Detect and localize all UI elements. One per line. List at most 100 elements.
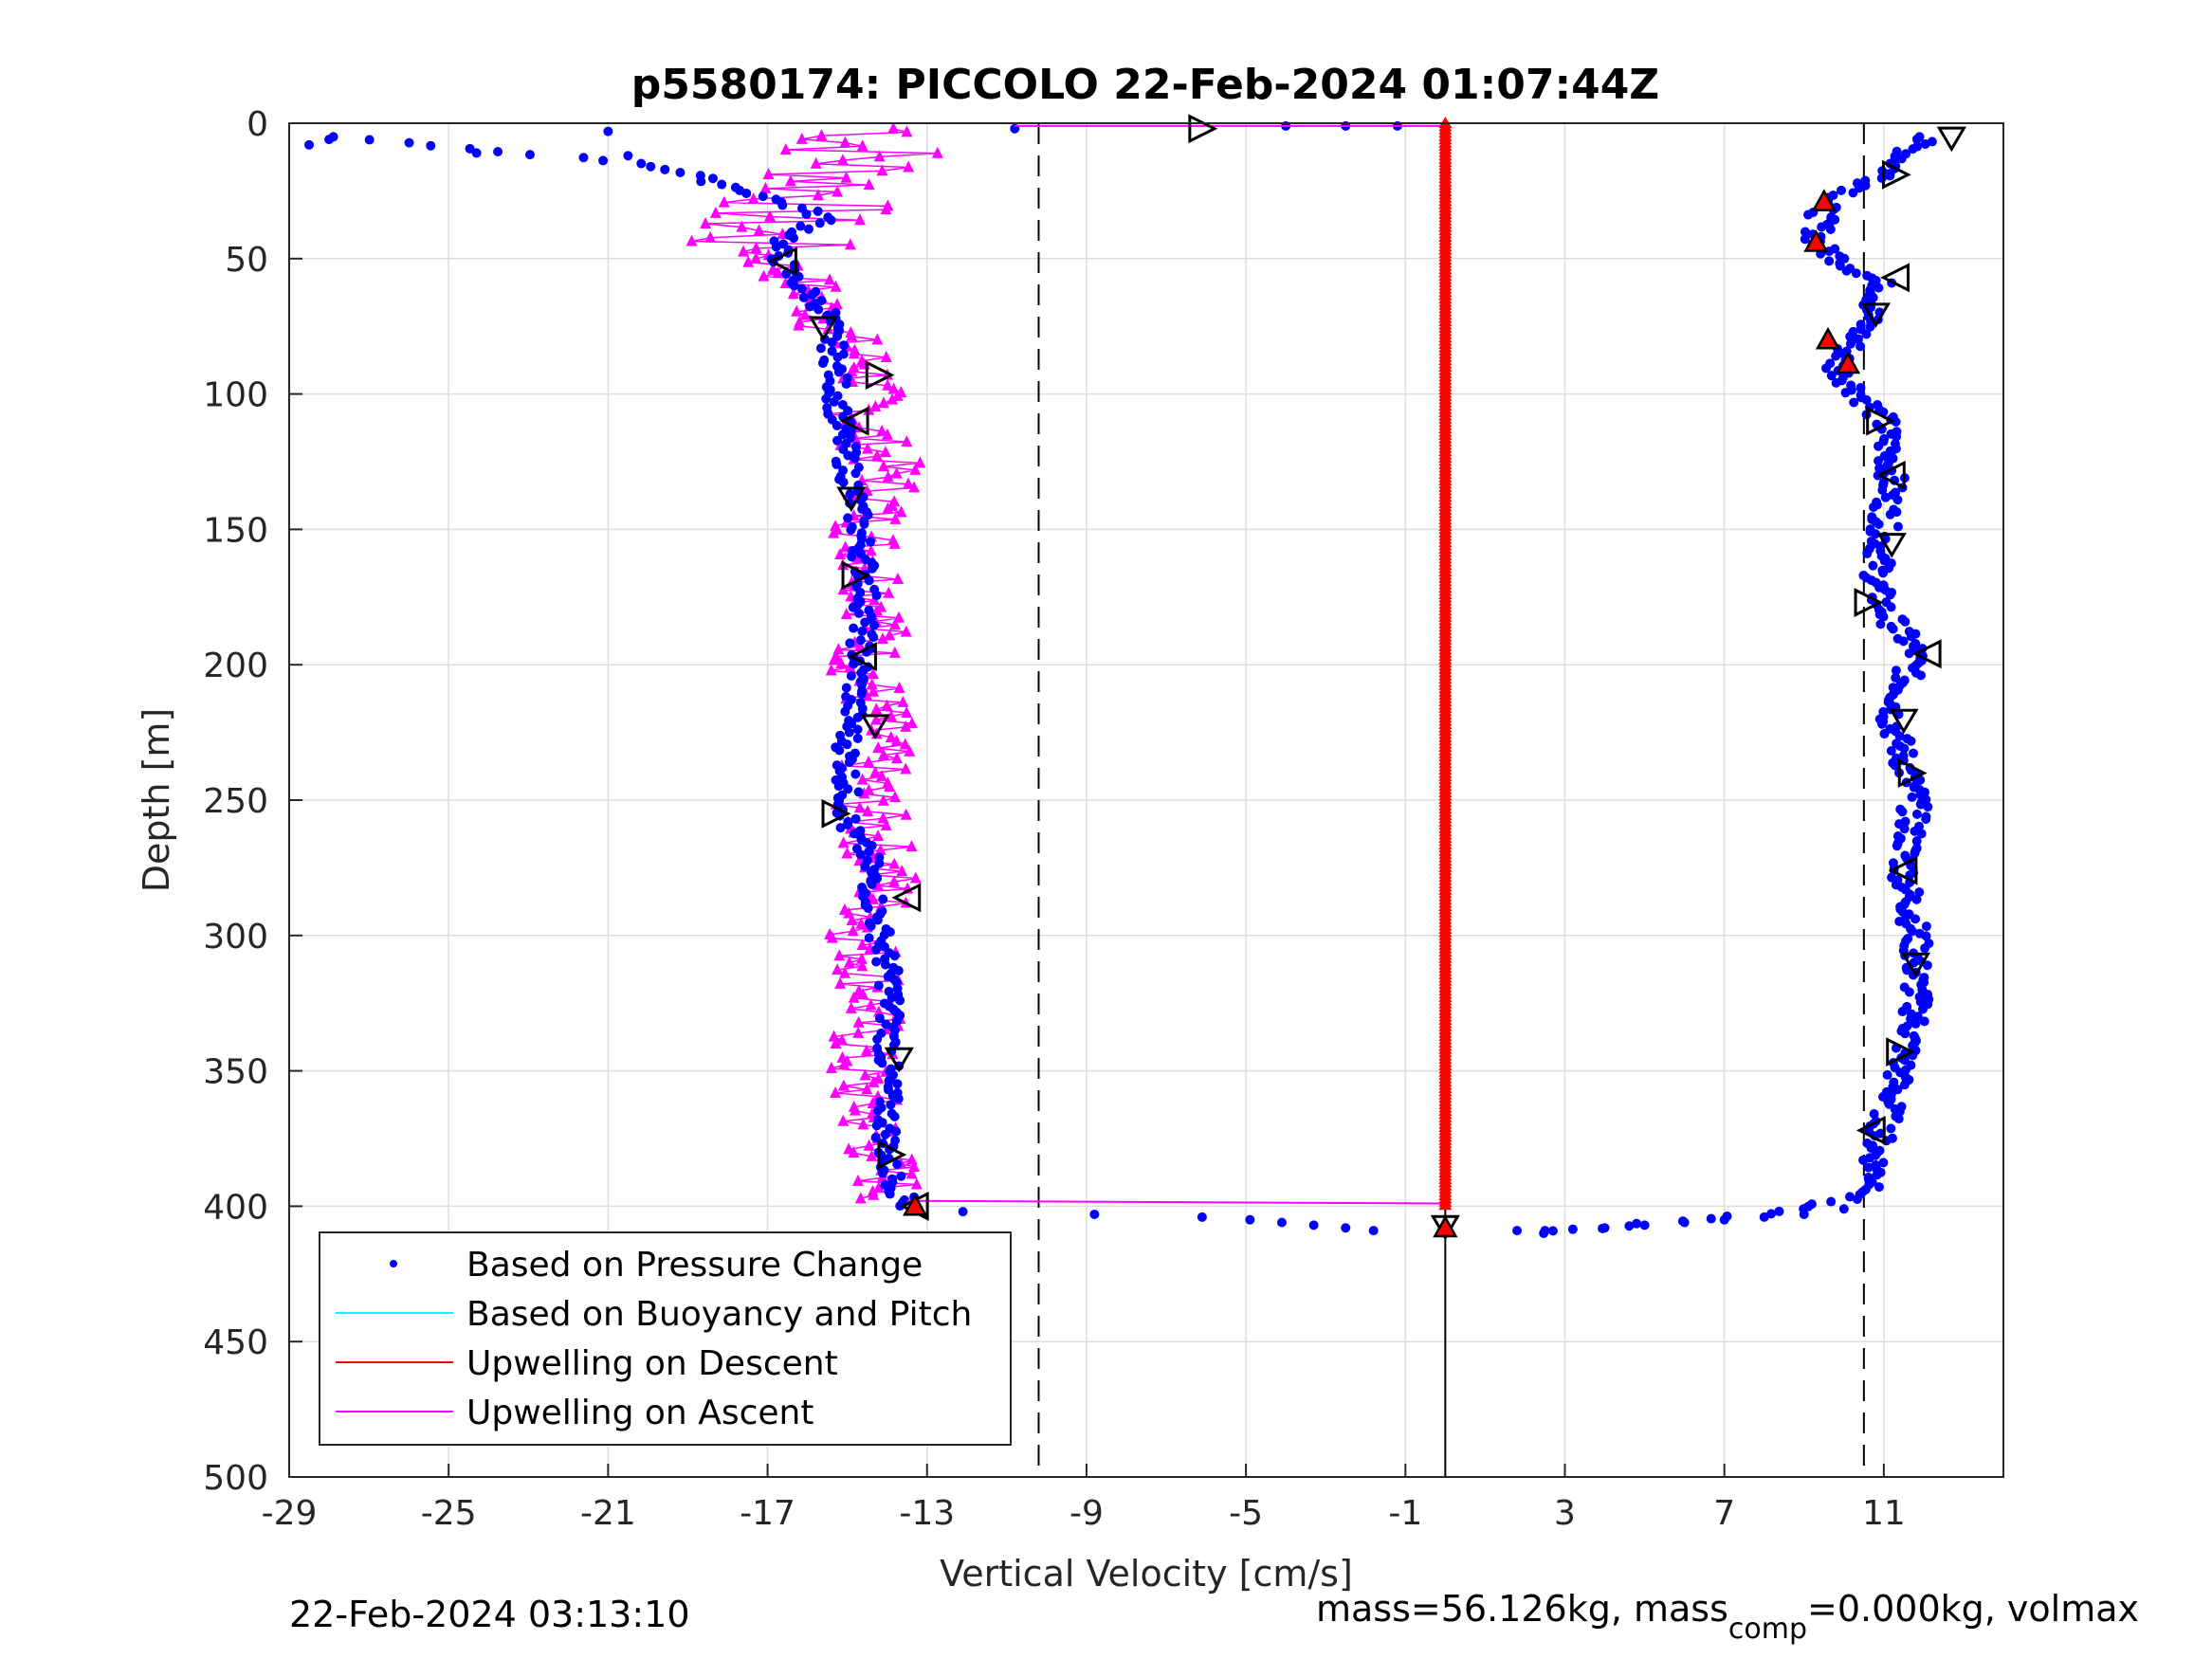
ascent-upwelling-point: [787, 287, 799, 300]
ascent-pressure-point: [844, 757, 854, 768]
descent-pressure-point: [1632, 1218, 1642, 1229]
ascent-upwelling-point: [909, 463, 922, 475]
ascent-upwelling-point: [889, 791, 902, 803]
descent-pressure-point: [1899, 1080, 1910, 1090]
ascent-pressure-point: [853, 608, 864, 618]
ascent-pressure-point: [892, 1159, 903, 1170]
ascent-upwelling-point: [887, 392, 899, 405]
ascent-pressure-point: [873, 980, 884, 991]
descent-bottom-point: [1512, 1226, 1523, 1236]
ascent-pressure-point: [493, 146, 503, 156]
ascent-pressure-point: [741, 188, 752, 198]
ascent-pressure-point: [838, 477, 849, 487]
descent-pressure-point: [1861, 329, 1872, 339]
legend-label-buoyancy: Based on Buoyancy and Pitch: [466, 1295, 972, 1334]
descent-pressure-point: [1894, 731, 1905, 741]
ascent-upwelling-point: [828, 526, 840, 538]
y-tick-label: 50: [225, 241, 268, 280]
red-marker: [1433, 1214, 1458, 1238]
ascent-upwelling-point: [895, 505, 907, 518]
triangle-marker: [1860, 302, 1892, 328]
bottom-pressure-point: [1197, 1212, 1207, 1222]
ascent-pressure-point: [827, 346, 837, 356]
ascent-upwelling-point: [840, 608, 852, 620]
ascent-pressure-point: [578, 153, 589, 163]
ascent-upwelling-point: [853, 213, 866, 226]
ascent-upwelling-point: [839, 966, 851, 978]
descent-pressure-point: [1891, 665, 1901, 676]
descent-pressure-point: [1874, 441, 1884, 451]
y-tick-label: 250: [203, 782, 268, 821]
ascent-pressure-point: [864, 847, 874, 857]
ascent-upwelling-point: [884, 629, 896, 641]
ascent-pressure-point: [841, 683, 851, 693]
ascent-pressure-point: [857, 626, 868, 636]
descent-pressure-point: [1863, 1162, 1874, 1173]
descent-pressure-point: [1885, 171, 1895, 181]
ascent-pressure-point: [798, 292, 809, 302]
red-marker: [1803, 229, 1829, 252]
ascent-pressure-point: [803, 224, 814, 234]
descent-pressure-point: [1897, 807, 1908, 817]
ascent-pressure-point: [850, 453, 860, 464]
descent-pressure-point: [1890, 760, 1900, 771]
descent-upwelling-point: [1438, 1198, 1453, 1211]
x-tick-label: 7: [1713, 1494, 1735, 1533]
triangle-marker: [860, 714, 890, 739]
descent-pressure-point: [1917, 1004, 1928, 1014]
ascent-pressure-point: [832, 421, 842, 431]
descent-pressure-point: [1909, 748, 1919, 758]
descent-pressure-point: [1880, 492, 1891, 502]
ascent-upwelling-point: [890, 466, 903, 479]
ascent-pressure-point: [872, 1105, 883, 1116]
ascent-pressure-point: [866, 537, 876, 547]
descent-pressure-point: [1899, 743, 1910, 754]
ascent-pressure-point: [871, 591, 882, 601]
ascent-upwelling-point: [826, 931, 838, 943]
red-marker: [903, 1193, 928, 1216]
ascent-upwelling-point: [846, 364, 858, 376]
ascent-upwelling-point: [876, 425, 888, 437]
ascent-upwelling-point: [905, 717, 918, 729]
ascent-upwelling-point: [877, 748, 889, 760]
ascent-upwelling-point: [759, 181, 772, 193]
ascent-pressure-point: [817, 358, 828, 369]
ascent-pressure-point: [832, 352, 843, 362]
ascent-upwelling-point: [843, 956, 855, 968]
triangle-marker: [841, 560, 871, 591]
ascent-upwelling-point: [861, 1083, 873, 1095]
ascent-upwelling-point: [833, 949, 846, 961]
ascent-upwelling-point: [832, 185, 844, 197]
legend-swatch-pressure: [390, 1260, 397, 1267]
ascent-upwelling-point: [900, 625, 912, 637]
ascent-upwelling-point: [828, 1030, 840, 1042]
ascent-upwelling-point: [859, 1068, 871, 1081]
ascent-upwelling-point: [848, 991, 860, 1003]
red-marker: [1835, 351, 1861, 374]
ascent-upwelling-point: [825, 1062, 837, 1074]
ascent-upwelling-point: [762, 167, 775, 179]
ascent-upwelling-point: [877, 460, 889, 472]
x-tick-label: -13: [899, 1494, 955, 1533]
ascent-upwelling-point: [891, 572, 904, 584]
ascent-upwelling-point: [763, 210, 776, 222]
ascent-upwelling-point: [863, 178, 875, 191]
descent-pressure-point: [1921, 921, 1931, 932]
descent-bottom-point: [1799, 1209, 1809, 1219]
ascent-pressure-point: [843, 513, 853, 523]
legend-label-descent: Upwelling on Descent: [466, 1344, 838, 1383]
ascent-upwelling-point: [779, 142, 792, 155]
descent-pressure-point: [1885, 590, 1895, 600]
legend: Based on Pressure Change Based on Buoyan…: [319, 1231, 1012, 1446]
ascent-pressure-point: [896, 1171, 906, 1181]
x-tick-label: -9: [1069, 1494, 1104, 1533]
ascent-upwelling-point: [828, 653, 840, 665]
ascent-pressure-point: [801, 209, 812, 219]
descent-pressure-point: [1886, 746, 1896, 757]
ascent-upwelling-point: [866, 1149, 878, 1161]
ascent-upwelling-point: [810, 156, 822, 169]
triangle-marker: [1866, 406, 1896, 436]
descent-pressure-point: [1872, 1170, 1882, 1180]
ascent-upwelling-point: [738, 245, 750, 257]
legend-label-ascent: Upwelling on Ascent: [466, 1394, 814, 1432]
